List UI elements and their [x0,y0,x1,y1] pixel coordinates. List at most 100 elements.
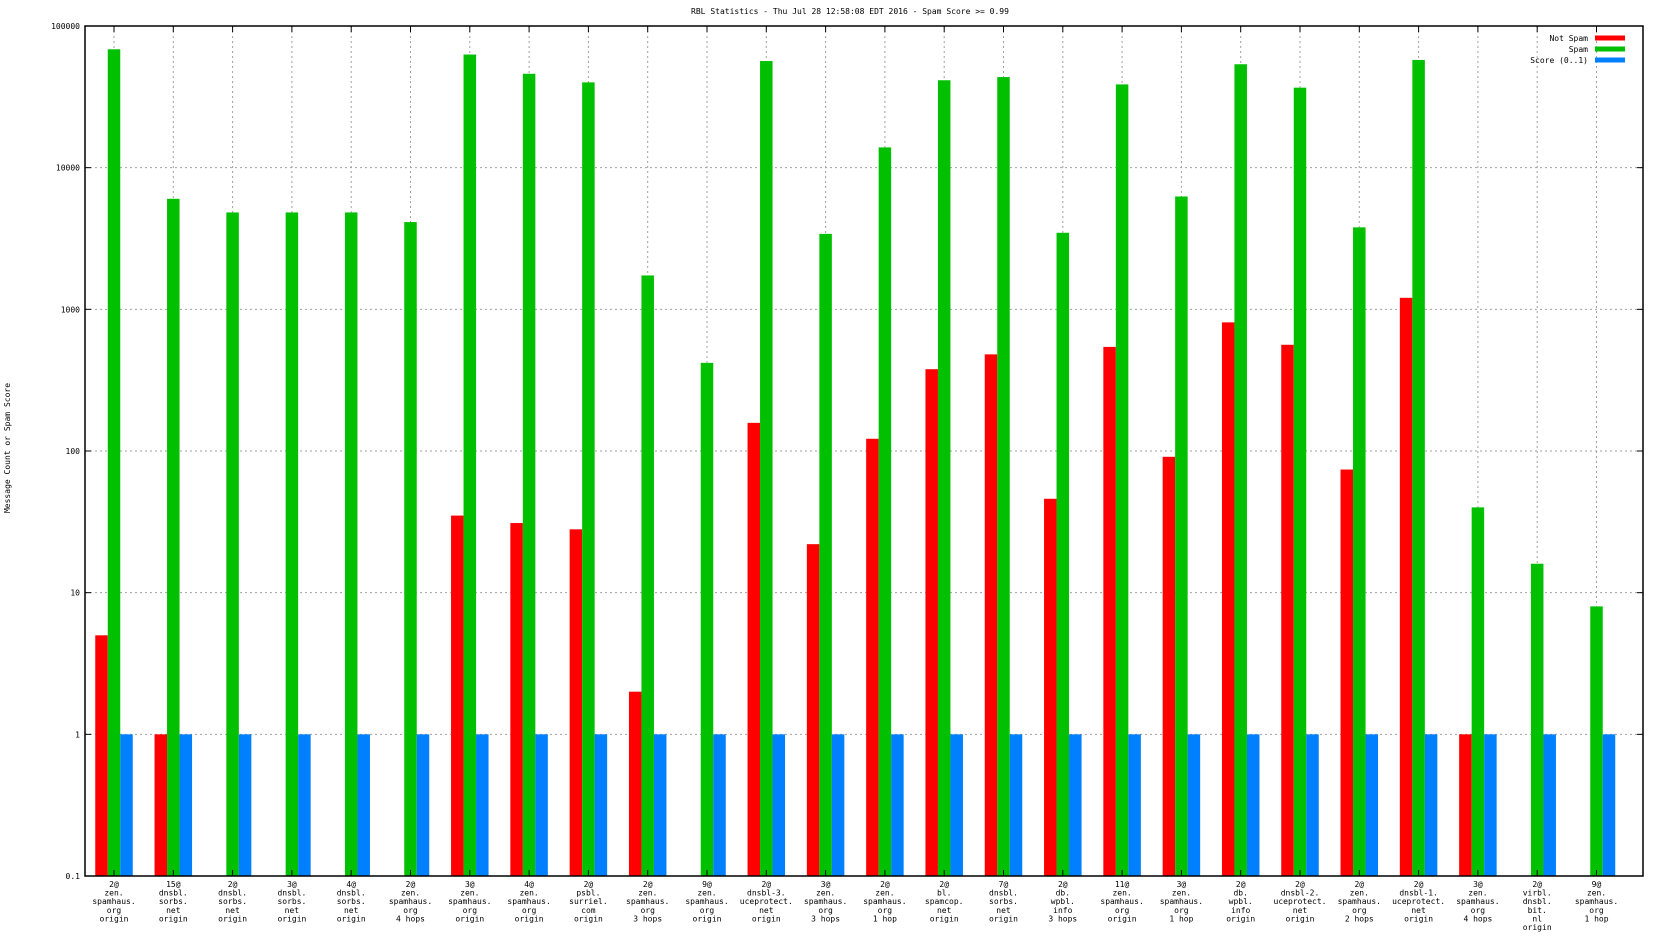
bar-not-spam [451,515,464,876]
x-tick-label: origin [693,914,722,923]
x-tick-label: 2@ [584,880,594,889]
x-tick-label: origin [989,914,1018,923]
x-tick-label: 2@ [1236,880,1246,889]
x-tick-label: net [937,906,952,915]
legend-label: Spam [1569,45,1588,54]
x-tick-label: 3 hops [1048,914,1077,923]
x-tick-label: origin [1523,923,1552,932]
x-tick-label: origin [752,914,781,923]
x-tick-label: 4@ [346,880,356,889]
x-tick-label: spamhaus. [448,897,491,906]
x-tick-label: nl [1532,914,1542,923]
x-tick-label: 3@ [1177,880,1187,889]
x-tick-label: 2@ [643,880,653,889]
x-tick-label: org [522,906,537,915]
x-tick-label: 2@ [1354,880,1364,889]
x-tick-label: org [1115,906,1130,915]
bar-score [713,734,726,876]
bar-spam [582,82,595,877]
x-tick-label: 2@ [880,880,890,889]
y-tick-label: 10000 [56,164,80,173]
x-tick-label: zen. [1112,889,1131,898]
x-tick-label: net [166,906,181,915]
x-tick-label: 3 hops [633,914,662,923]
x-tick-label: 4 hops [1463,914,1492,923]
x-tick-label: 3@ [1473,880,1483,889]
x-tick-label: org [700,906,715,915]
bar-spam [1293,87,1307,877]
x-tick-label: sorbs. [218,897,247,906]
y-tick-label: 1000 [61,305,80,314]
x-tick-label: spamhaus. [507,897,550,906]
bar-spam [404,222,417,877]
bar-spam [226,212,239,877]
bar-score [120,734,133,876]
x-tick-label: spamhaus. [1160,897,1203,906]
bar-score [1128,734,1141,876]
x-tick-label: spamcop. [925,897,964,906]
x-tick-label: org [878,906,893,915]
x-tick-label: net [996,906,1011,915]
bar-spam [937,80,951,876]
y-tick-label: 1 [75,730,80,739]
x-tick-label: 15@ [166,880,181,889]
bar-not-spam [1044,498,1057,876]
x-tick-label: 3@ [821,880,831,889]
x-tick-label: 2@ [406,880,416,889]
x-tick-label: zen. [519,889,538,898]
x-tick-label: 2@ [1532,880,1542,889]
x-tick-label: origin [515,914,544,923]
x-tick-label: origin [100,914,129,923]
bar-spam [760,61,773,876]
x-tick-label: net [225,906,240,915]
chart-title: RBL Statistics - Thu Jul 28 12:58:08 EDT… [691,7,1009,16]
bar-spam [522,73,536,876]
bar-score [1602,734,1616,876]
x-tick-label: origin [159,914,188,923]
bar-not-spam [747,422,761,876]
x-tick-label: org [1589,906,1604,915]
x-tick-label: net [1293,906,1308,915]
bar-spam [997,77,1010,876]
bar-score [1543,734,1556,876]
x-tick-label: zen. [1350,889,1369,898]
bar-not-spam [154,734,168,876]
x-tick-label: db. [1056,889,1070,898]
bar-score [831,734,845,876]
bar-spam [107,49,121,877]
bar-score [1009,734,1023,876]
legend-label: Not Spam [1549,34,1588,43]
x-tick-label: uceprotect. [1392,897,1445,906]
bar-score [1306,734,1319,876]
x-tick-label: dnsbl. [218,889,247,898]
y-tick-label: 10 [70,589,80,598]
x-tick-label: org [463,906,478,915]
x-tick-label: spamhaus. [685,897,728,906]
bar-score [1365,734,1379,876]
x-tick-label: spamhaus. [1338,897,1381,906]
bar-not-spam [866,438,879,876]
plot-border [84,25,1644,877]
x-tick-label: origin [574,914,603,923]
bar-not-spam [510,523,523,876]
x-tick-label: zen. [638,889,657,898]
y-tick-label: 100 [66,447,81,456]
x-tick-label: bl. [937,889,951,898]
bar-spam [819,233,832,876]
x-tick-label: 3@ [287,880,297,889]
x-tick-label: sorbs. [159,897,188,906]
x-tick-label: 2@ [228,880,238,889]
x-tick-label: 2@ [1058,880,1068,889]
x-tick-label: org [818,906,833,915]
x-tick-label: dnsbl. [337,889,366,898]
bar-spam [1115,84,1129,877]
x-tick-label: info [1231,906,1250,915]
bar-score [416,734,430,876]
x-tick-label: spamhaus. [804,897,847,906]
x-tick-label: origin [218,914,247,923]
x-tick-label: dnsbl-3. [747,889,786,898]
legend-swatch [1595,57,1625,63]
x-tick-label: zen. [875,889,894,898]
x-tick-label: uceprotect. [1274,897,1327,906]
x-tick-label: 2@ [1295,880,1305,889]
